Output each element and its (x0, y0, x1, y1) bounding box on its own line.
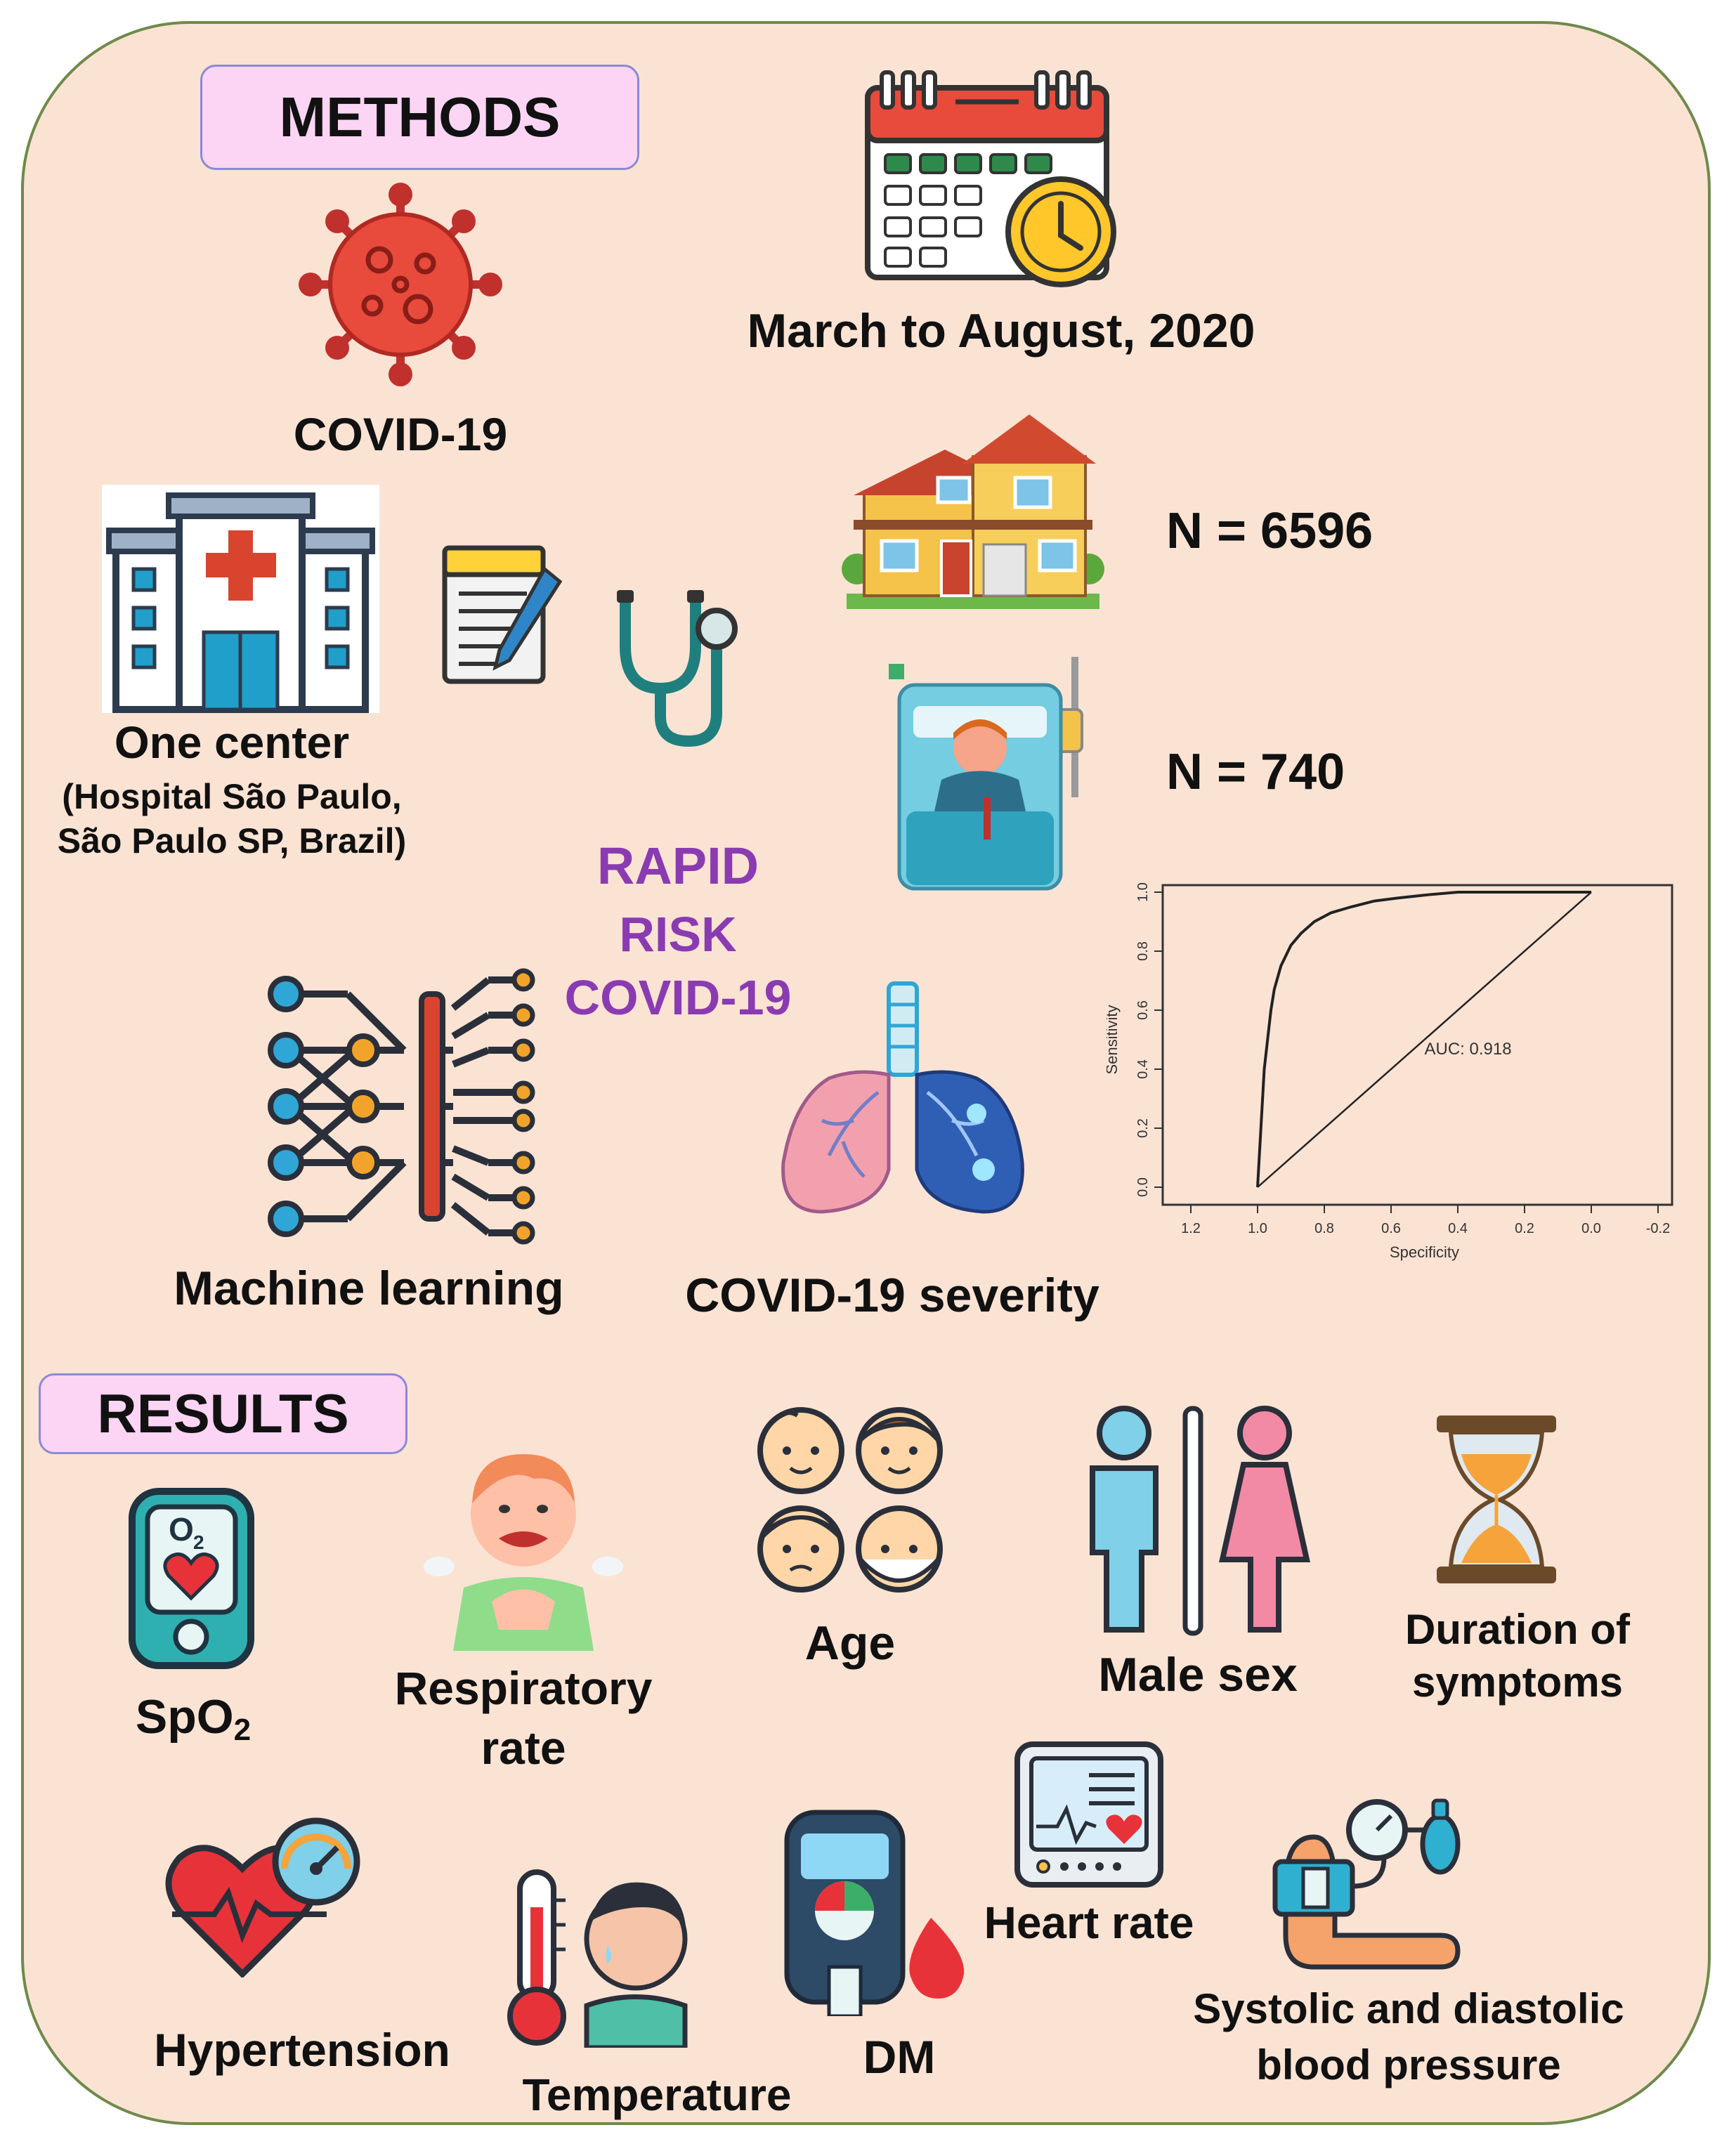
respiratory-rate-line-1: Respiratory (394, 1662, 653, 1714)
spo2-subscript: 2 (233, 1713, 252, 1747)
spo2-label: SpO2 (105, 1689, 281, 1748)
bp-line-1: Systolic and diastolic (1193, 1985, 1624, 2032)
n-total: N = 6596 (1166, 503, 1373, 559)
dm-label: DM (863, 2031, 936, 2083)
respiratory-rate-line-2: rate (481, 1722, 566, 1774)
calendar-clock-icon (865, 70, 1116, 287)
n-hospitalized: N = 740 (1166, 744, 1345, 800)
o2-icon-text: O (169, 1511, 194, 1548)
stethoscope-icon (617, 590, 738, 747)
age-group-icon (757, 1407, 943, 1593)
spo2-main: SpO (135, 1690, 234, 1744)
y-axis-label: Sensitivity (1107, 1005, 1121, 1074)
y-tick-label: 0.4 (1135, 1059, 1151, 1079)
hospital-bed-icon (889, 657, 1083, 891)
machine-learning-icon (268, 968, 535, 1245)
heart-rate-label: Heart rate (984, 1897, 1194, 1948)
covid-label: COVID-19 (293, 408, 508, 460)
x-tick-label: 0.6 (1381, 1221, 1401, 1236)
fever-temperature-icon (507, 1869, 688, 2048)
reference-diagonal (1257, 891, 1592, 1188)
x-tick-label: -0.2 (1646, 1221, 1670, 1236)
x-tick-label: 0.4 (1448, 1221, 1468, 1236)
x-axis-label: Specificity (1390, 1243, 1459, 1261)
rapid-title: RAPID (596, 837, 759, 895)
hypertension-label: Hypertension (154, 2024, 450, 2076)
heart-rate-monitor-icon (1014, 1741, 1163, 1888)
male-sex-label: Male sex (1098, 1648, 1298, 1701)
y-tick-label: 0.0 (1135, 1177, 1151, 1197)
temperature-label: Temperature (522, 2070, 792, 2120)
y-tick-label: 0.2 (1135, 1118, 1151, 1138)
center-line-2: São Paulo SP, Brazil) (57, 821, 407, 861)
results-badge: RESULTS (39, 1373, 407, 1454)
auc-annotation: AUC: 0.918 (1425, 1040, 1512, 1059)
house-icon (842, 414, 1104, 609)
x-tick-label: 0.0 (1581, 1221, 1601, 1236)
o2-icon-sub: 2 (193, 1531, 204, 1553)
study-period: March to August, 2020 (747, 304, 1255, 358)
ml-label: Machine learning (174, 1262, 564, 1315)
y-tick-label: 0.8 (1135, 941, 1151, 961)
results-badge-label: RESULTS (97, 1382, 349, 1444)
bp-line-2: blood pressure (1256, 2041, 1561, 2088)
male-female-icon (1090, 1406, 1310, 1636)
roc-chart: 0.0 0.2 0.4 0.6 0.8 1.0 1.2 1.0 0.8 0.6 0.4 0.2 0.0 -… (1107, 882, 1676, 1275)
duration-line-1: Duration of (1405, 1606, 1630, 1653)
x-tick-label: 0.8 (1314, 1221, 1334, 1236)
severity-label: COVID-19 severity (685, 1269, 1099, 1322)
methods-badge-label: METHODS (279, 86, 561, 148)
x-tick-label: 0.2 (1515, 1221, 1534, 1236)
age-label: Age (804, 1616, 896, 1670)
pulse-oximeter-icon: O 2 (129, 1488, 254, 1669)
glucometer-icon (784, 1810, 965, 2016)
y-tick-label: 1.0 (1135, 882, 1151, 902)
y-tick-label: 0.6 (1135, 1000, 1151, 1020)
rapid-covid: COVID-19 (564, 970, 792, 1025)
roc-curve (1256, 891, 1591, 1188)
x-tick-label: 1.0 (1248, 1221, 1267, 1236)
duration-line-2: symptoms (1411, 1659, 1624, 1706)
chart-background (1107, 882, 1676, 1275)
rapid-risk: RISK (619, 907, 737, 962)
notes-icon (442, 545, 563, 684)
center-line-1: (Hospital São Paulo, (62, 777, 402, 816)
hourglass-icon (1437, 1416, 1556, 1583)
hypertension-heart-icon (165, 1817, 360, 1977)
x-tick-label: 1.2 (1181, 1221, 1201, 1236)
breathless-person-icon (424, 1454, 623, 1651)
hospital-icon (102, 485, 379, 713)
virus-icon (299, 183, 502, 386)
blood-pressure-cuff-icon (1272, 1798, 1461, 1970)
plot-frame (1161, 884, 1673, 1206)
methods-badge: METHODS (200, 65, 639, 170)
center-title: One center (114, 717, 350, 768)
lungs-icon (781, 981, 1024, 1214)
